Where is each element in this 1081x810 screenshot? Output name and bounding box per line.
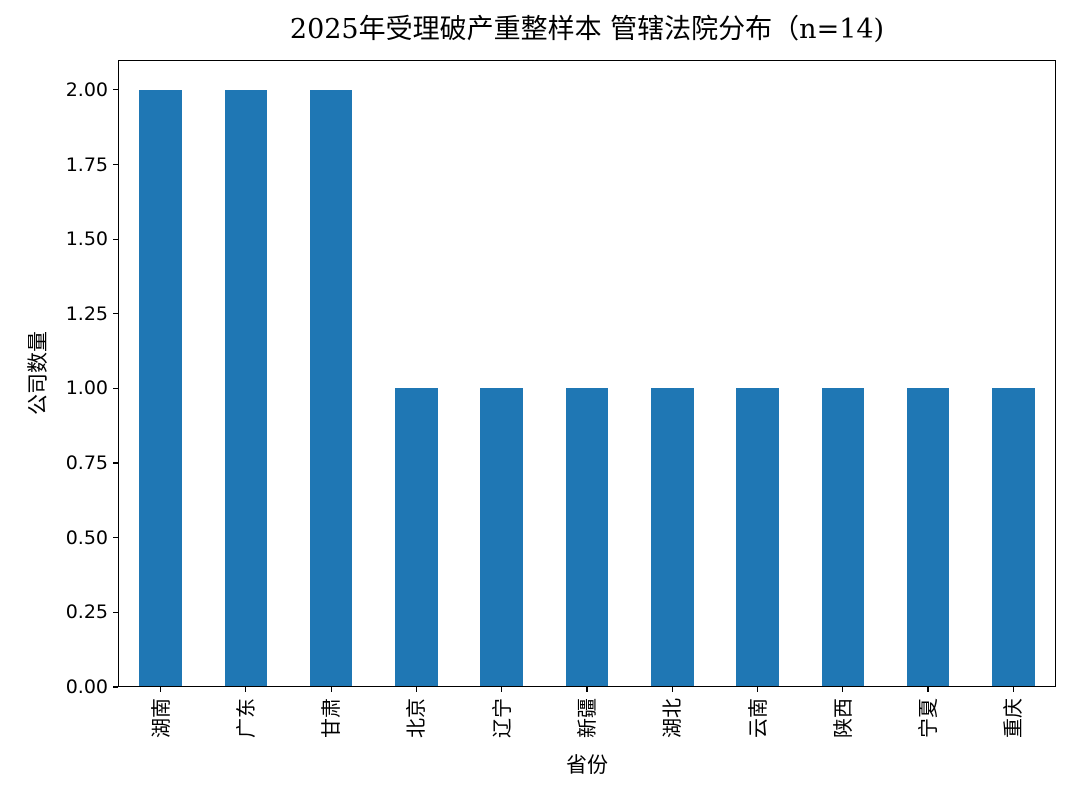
y-tick-label: 1.00 (65, 377, 108, 400)
x-tick-mark (756, 687, 759, 692)
bar (650, 388, 694, 686)
y-tick-mark (113, 313, 118, 315)
x-category-label-text: 辽宁 (489, 698, 514, 738)
chart-title: 2025年受理破产重整样本 管辖法院分布（n=14) (289, 14, 885, 45)
bar (992, 388, 1035, 686)
x-tick-mark (245, 687, 247, 692)
x-category-label-text: 重庆 (1001, 698, 1026, 738)
bar (224, 89, 268, 686)
y-tick-mark (113, 462, 118, 464)
y-tick-mark (113, 387, 118, 390)
bar (480, 388, 524, 686)
y-tick-mark (113, 163, 118, 166)
x-tick-mark (415, 687, 418, 692)
x-tick-mark (501, 687, 503, 692)
y-tick-mark (113, 537, 118, 539)
x-category-label-text: 宁夏 (916, 698, 941, 738)
y-axis-label-text: 公司数量 (26, 331, 50, 415)
x-category-label-text: 北京 (404, 698, 429, 738)
y-tick-label: 0.25 (65, 601, 108, 624)
x-tick-mark (330, 687, 332, 692)
y-tick-mark (113, 611, 118, 613)
y-tick-label: 1.50 (65, 228, 108, 251)
y-tick-label: 0.75 (65, 452, 108, 475)
x-tick-mark (927, 687, 929, 692)
x-tick-mark (1012, 687, 1014, 692)
bar (736, 388, 779, 686)
y-tick-mark (113, 238, 118, 240)
bar (906, 388, 950, 686)
y-tick-label: 0.00 (65, 676, 108, 698)
y-tick-label: 1.25 (65, 302, 108, 325)
x-tick-mark (160, 687, 162, 692)
x-category-label-text: 甘肃 (319, 698, 344, 738)
y-tick-label: 0.50 (65, 526, 108, 549)
x-category-label-text: 云南 (745, 698, 770, 738)
x-category-label-text: 湖南 (148, 698, 173, 738)
x-category-label-text: 广东 (233, 698, 258, 738)
bar (821, 388, 865, 686)
bar (139, 89, 182, 686)
x-category-label-text: 湖北 (660, 698, 685, 738)
x-axis-label: 省份 (566, 753, 608, 777)
y-tick-label: 2.00 (65, 78, 108, 101)
x-tick-mark (842, 687, 844, 692)
y-tick-mark (113, 89, 118, 91)
x-category-label-text: 陕西 (830, 698, 855, 738)
bar (395, 388, 438, 686)
bar (309, 89, 353, 686)
x-category-label-text: 新疆 (575, 698, 599, 738)
x-tick-mark (586, 687, 588, 692)
y-tick-mark (113, 686, 118, 688)
y-tick-label: 1.75 (65, 153, 108, 176)
x-tick-mark (671, 687, 673, 692)
bar (565, 388, 609, 686)
